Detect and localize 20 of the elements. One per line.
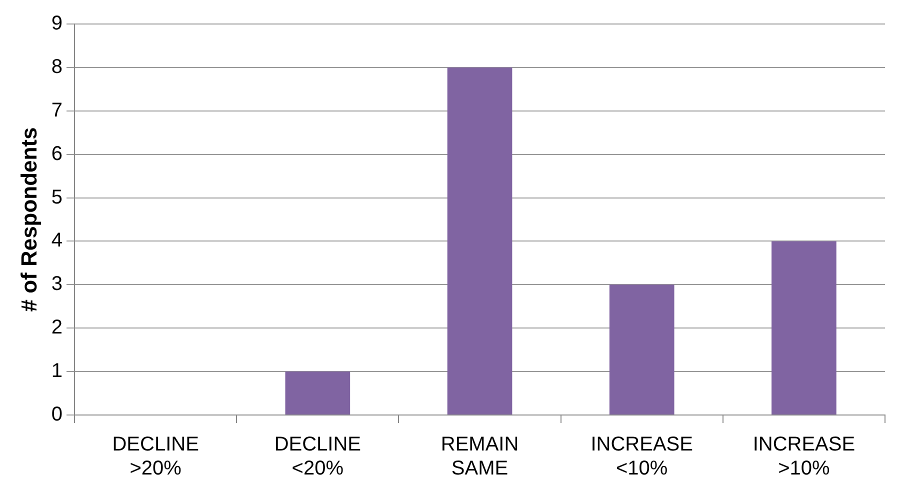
- y-tick-label: 1: [51, 360, 63, 382]
- y-tick-label: 8: [51, 56, 63, 78]
- y-tick-label: 9: [51, 12, 63, 35]
- x-tick-label: DECLINE >20%: [112, 434, 199, 480]
- y-tick-label: 4: [51, 230, 63, 252]
- y-axis-title: # of Respondents: [16, 127, 42, 312]
- x-tick-label: INCREASE >10%: [752, 434, 856, 480]
- x-tick-label: REMAIN SAME: [440, 434, 519, 480]
- y-tick-label: 6: [51, 142, 63, 165]
- y-tick-label: 5: [51, 186, 63, 208]
- bar: [609, 284, 674, 414]
- y-tick-label: 7: [51, 99, 63, 122]
- y-tick-label: 3: [51, 273, 63, 296]
- y-tick-label: 0: [51, 404, 63, 426]
- bar: [772, 241, 836, 414]
- y-tick-label: 2: [51, 316, 63, 339]
- bar: [285, 372, 350, 414]
- x-tick-label: DECLINE <20%: [274, 434, 362, 480]
- x-tick-label: INCREASE <10%: [590, 434, 693, 480]
- bar: [447, 67, 512, 414]
